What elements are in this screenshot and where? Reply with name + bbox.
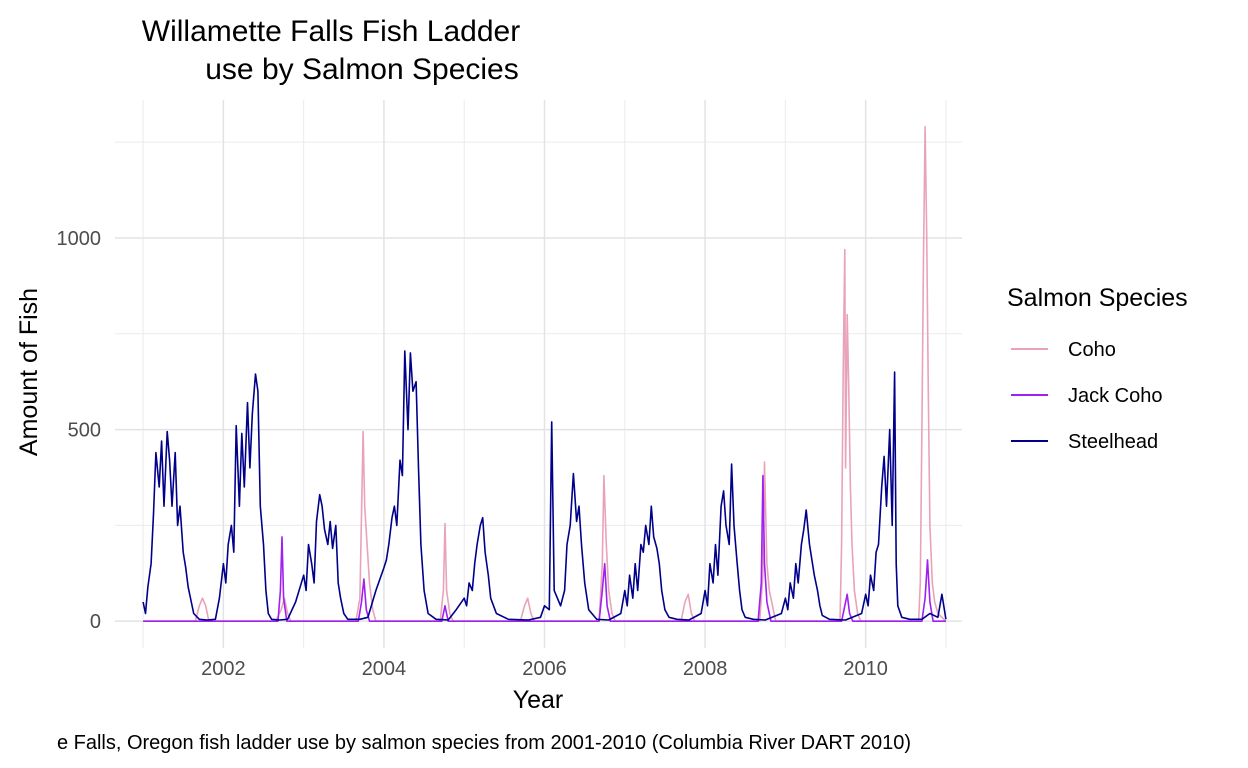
y-axis-label: Amount of Fish (15, 288, 43, 456)
legend-label-steelhead: Steelhead (1068, 431, 1158, 453)
chart-caption: e Falls, Oregon fish ladder use by salmo… (57, 732, 911, 754)
series-line-steelhead (142, 350, 947, 621)
x-tick-label: 2004 (362, 658, 407, 680)
chart-title-line2: use by Salmon Species (205, 53, 519, 86)
y-tick-label: 1000 (57, 228, 102, 250)
chart-title-line1: Willamette Falls Fish Ladder (142, 15, 520, 48)
legend: Salmon Species Coho Jack Coho Steelhead (1007, 284, 1188, 453)
x-axis-label: Year (513, 686, 564, 714)
x-axis-ticks: 2002 2004 2006 2008 2010 (201, 658, 888, 680)
x-tick-label: 2010 (843, 658, 888, 680)
x-tick-label: 2008 (683, 658, 728, 680)
series-lines (142, 126, 947, 622)
legend-label-jack-coho: Jack Coho (1068, 385, 1163, 407)
legend-label-coho: Coho (1068, 339, 1116, 361)
x-tick-label: 2002 (201, 658, 246, 680)
y-tick-label: 0 (90, 611, 101, 633)
y-axis-ticks: 0 500 1000 (57, 228, 102, 633)
x-tick-label: 2006 (522, 658, 567, 680)
legend-title: Salmon Species (1007, 284, 1188, 312)
y-tick-label: 500 (68, 420, 101, 442)
series-line-jack-coho (143, 474, 946, 622)
